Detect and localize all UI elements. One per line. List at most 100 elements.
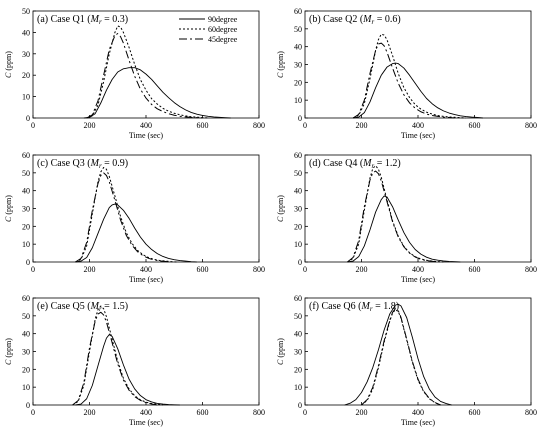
plot-frame (32, 154, 260, 263)
series-line-60degree (75, 166, 178, 263)
plot-frame (32, 297, 260, 406)
y-tick-label: 20 (294, 222, 302, 231)
y-tick-label: 20 (22, 222, 30, 231)
series-line-45degree (361, 308, 441, 406)
x-tick-label: 0 (31, 408, 35, 417)
x-tick-label: 400 (140, 408, 152, 417)
panel-title: (f) Case Q6 (Mr = 1.8) (309, 301, 399, 313)
y-axis-label: C (ppm) (276, 51, 285, 78)
y-tick-label: 40 (294, 43, 302, 52)
x-tick-label: 0 (303, 408, 307, 417)
y-tick-label: 60 (22, 294, 30, 303)
legend-label-60degree: 60degree (208, 25, 238, 34)
chart-panel-6: 0 200 400 600 800 0 10 20 30 40 50 60 Time (sec) C (p… (276, 294, 537, 427)
x-axis-label: Time (sec) (129, 418, 163, 427)
y-axis-label: C (ppm) (276, 338, 285, 365)
x-tick-label: 200 (356, 408, 368, 417)
y-axis-label: C (ppm) (276, 195, 285, 222)
series-line-60degree (72, 305, 164, 406)
x-tick-label: 200 (84, 121, 96, 130)
y-tick-label: 30 (22, 348, 30, 357)
y-tick-label: 20 (294, 365, 302, 374)
y-tick-label: 0 (26, 401, 30, 410)
panel-title: (c) Case Q3 (Mr = 0.9) (37, 158, 128, 170)
chart-panel-5: 0 200 400 600 800 0 10 20 30 40 50 60 Time (sec) C (p… (4, 294, 265, 427)
y-tick-label: 10 (294, 96, 302, 105)
y-tick-label: 20 (22, 71, 30, 80)
series-line-60degree (86, 25, 209, 119)
x-tick-label: 200 (356, 265, 368, 274)
x-tick-label: 200 (84, 408, 96, 417)
x-tick-label: 600 (197, 408, 209, 417)
y-tick-label: 50 (22, 7, 30, 16)
x-axis-label: Time (sec) (401, 131, 435, 140)
x-tick-label: 400 (140, 265, 152, 274)
y-tick-label: 30 (294, 348, 302, 357)
y-tick-label: 50 (22, 312, 30, 321)
y-tick-label: 40 (22, 330, 30, 339)
series-line-45degree (347, 170, 438, 263)
y-tick-label: 10 (294, 383, 302, 392)
y-tick-label: 10 (22, 240, 30, 249)
x-tick-label: 400 (140, 121, 152, 130)
chart-panel-3: 0 200 400 600 800 0 10 20 30 40 50 60 Time (sec) C (p… (4, 151, 265, 284)
x-tick-label: 600 (197, 121, 209, 130)
y-tick-label: 0 (26, 258, 30, 267)
y-tick-label: 60 (22, 151, 30, 160)
x-axis-label: Time (sec) (129, 275, 163, 284)
x-tick-label: 200 (84, 265, 96, 274)
x-tick-label: 800 (525, 121, 537, 130)
x-tick-label: 600 (469, 265, 481, 274)
x-tick-label: 800 (253, 265, 265, 274)
x-tick-label: 600 (469, 408, 481, 417)
series-line-90degree (344, 303, 453, 406)
y-tick-label: 50 (294, 312, 302, 321)
x-axis-label: Time (sec) (401, 418, 435, 427)
y-tick-label: 50 (294, 169, 302, 178)
panel-title: (b) Case Q2 (Mr = 0.6) (309, 14, 401, 26)
x-axis-label: Time (sec) (129, 131, 163, 140)
y-tick-label: 0 (298, 258, 302, 267)
x-tick-label: 200 (356, 121, 368, 130)
y-tick-label: 10 (22, 93, 30, 102)
x-tick-label: 0 (31, 265, 35, 274)
chart-panel-2: 0 200 400 600 800 0 10 20 30 40 50 60 Time (sec) C (p… (276, 7, 537, 140)
x-axis-label: Time (sec) (401, 275, 435, 284)
series-line-45degree (75, 172, 172, 263)
plot-frame (304, 154, 532, 263)
plot-frame (304, 10, 532, 119)
y-tick-label: 30 (22, 205, 30, 214)
series-line-60degree (347, 165, 444, 263)
y-tick-label: 40 (294, 187, 302, 196)
y-tick-label: 40 (22, 28, 30, 37)
plot-frame (304, 297, 532, 406)
series-line-90degree (75, 334, 180, 406)
y-tick-label: 30 (294, 205, 302, 214)
y-tick-label: 50 (22, 169, 30, 178)
y-axis-label: C (ppm) (4, 338, 13, 365)
y-tick-label: 60 (294, 294, 302, 303)
series-line-90degree (347, 195, 461, 263)
panel-title: (a) Case Q1 (Mr = 0.3) (37, 14, 128, 26)
panel-title: (e) Case Q5 (Mr = 1.5) (37, 301, 128, 313)
panel-title: (d) Case Q4 (Mr = 1.2) (309, 158, 401, 170)
y-tick-label: 20 (22, 365, 30, 374)
y-tick-label: 10 (22, 383, 30, 392)
y-tick-label: 40 (294, 330, 302, 339)
y-tick-label: 0 (298, 401, 302, 410)
legend-label-45degree: 45degree (208, 35, 238, 44)
series-line-45degree (86, 32, 203, 119)
series-line-90degree (83, 67, 231, 119)
y-axis-label: C (ppm) (4, 51, 13, 78)
y-tick-label: 60 (294, 151, 302, 160)
x-tick-label: 800 (253, 121, 265, 130)
chart-panel-4: 0 200 400 600 800 0 10 20 30 40 50 60 Time (sec) C (p… (276, 151, 537, 284)
x-tick-label: 0 (303, 121, 307, 130)
legend-label-90degree: 90degree (208, 15, 238, 24)
series-line-60degree (352, 33, 467, 119)
y-tick-label: 40 (22, 187, 30, 196)
y-tick-label: 30 (294, 61, 302, 70)
x-tick-label: 0 (303, 265, 307, 274)
